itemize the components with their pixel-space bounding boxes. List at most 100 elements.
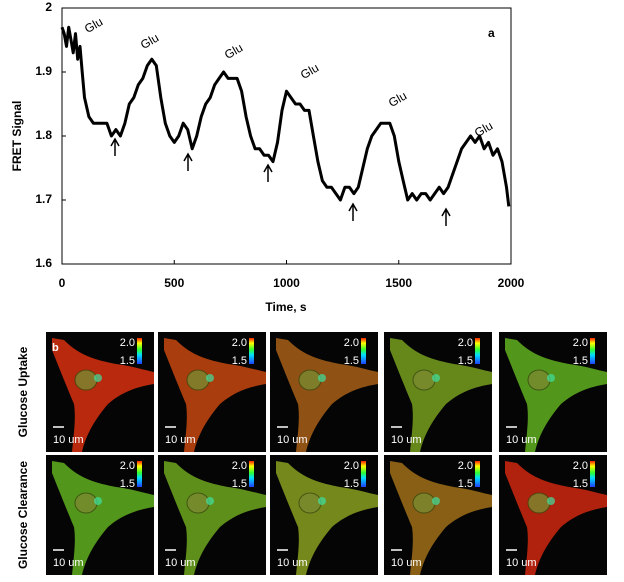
y-tick-label: 1.6 — [35, 256, 52, 270]
arrow — [441, 207, 451, 226]
line-layer: 1.6 1.7 1.8 1.9 2 0 500 1000 1500 2000 Glu Glu Glu Gl… — [35, 0, 524, 290]
cell-image: 2.0 1.5 10 um — [499, 332, 607, 452]
colorbar — [475, 461, 480, 487]
scale-min: 1.5 — [344, 355, 359, 367]
scale-bar-label: 10 um — [165, 557, 196, 569]
scale-bar-label: 10 um — [506, 434, 537, 446]
nucleus — [186, 492, 210, 514]
cell-image: 2.0 1.5 10 um b — [46, 332, 154, 452]
colorbar — [361, 461, 366, 487]
y-axis-label: FRET Signal — [10, 101, 24, 172]
cell — [276, 338, 378, 452]
scale-max: 2.0 — [232, 337, 247, 349]
cell — [164, 461, 266, 575]
colorbar — [475, 338, 480, 364]
nucleus — [74, 369, 98, 391]
row-label: Glucose Uptake — [16, 346, 30, 437]
nucleus — [527, 369, 551, 391]
spot — [318, 497, 326, 505]
annotation: Glu — [222, 41, 245, 62]
cell — [164, 338, 266, 452]
colorbar — [249, 461, 254, 487]
scale-max: 2.0 — [120, 337, 135, 349]
spot — [94, 374, 102, 382]
y-tick-label: 1.7 — [35, 192, 52, 206]
scale-min: 1.5 — [458, 478, 473, 490]
colorbar — [137, 461, 142, 487]
spot — [94, 497, 102, 505]
annotation: Glu — [472, 119, 495, 140]
cell-image: 2.0 1.5 10 um — [158, 332, 266, 452]
spot — [206, 374, 214, 382]
scale-bar-label: 10 um — [165, 434, 196, 446]
annotation: Glu — [82, 15, 105, 36]
x-tick-label: 2000 — [498, 276, 525, 290]
cell-image: 2.0 1.5 10 um — [384, 455, 492, 575]
cell-image: 2.0 1.5 10 um — [270, 332, 378, 452]
x-tick-label: 0 — [59, 276, 66, 290]
spot — [547, 497, 555, 505]
colorbar — [590, 461, 595, 487]
scale-max: 2.0 — [573, 460, 588, 472]
colorbar — [361, 338, 366, 364]
y-tick-label: 1.9 — [35, 64, 52, 78]
scale-max: 2.0 — [573, 337, 588, 349]
cell — [52, 338, 154, 452]
x-tick-label: 1000 — [273, 276, 300, 290]
cell — [52, 461, 154, 575]
scale-bar-label: 10 um — [391, 557, 422, 569]
scale-bar-label: 10 um — [391, 434, 422, 446]
x-axis-label: Time, s — [265, 300, 306, 314]
cell-image: 2.0 1.5 10 um — [46, 455, 154, 575]
spot — [206, 497, 214, 505]
spot — [318, 374, 326, 382]
scale-min: 1.5 — [120, 355, 135, 367]
scale-bar-label: 10 um — [277, 557, 308, 569]
annotation: Glu — [298, 61, 321, 82]
spot — [432, 497, 440, 505]
spot — [547, 374, 555, 382]
nucleus — [74, 492, 98, 514]
nucleus — [186, 369, 210, 391]
nucleus — [412, 369, 436, 391]
arrow — [348, 202, 358, 221]
annotation: Glu — [386, 89, 409, 110]
x-tick-label: 500 — [164, 276, 184, 290]
cell — [390, 461, 492, 575]
cell-image: 2.0 1.5 10 um — [499, 455, 607, 575]
scale-min: 1.5 — [232, 355, 247, 367]
scale-bar-label: 10 um — [53, 557, 84, 569]
plot-frame — [61, 7, 512, 265]
panel-label: a — [488, 26, 495, 40]
y-tick-label: 2 — [45, 0, 52, 14]
y-tick-label: 1.8 — [35, 128, 52, 142]
panel-label: b — [52, 342, 59, 354]
data-line — [60, 25, 511, 207]
scale-min: 1.5 — [458, 355, 473, 367]
scale-max: 2.0 — [120, 460, 135, 472]
scale-max: 2.0 — [344, 460, 359, 472]
nucleus — [298, 492, 322, 514]
cell-image: 2.0 1.5 10 um — [158, 455, 266, 575]
arrow — [263, 163, 273, 182]
nucleus — [298, 369, 322, 391]
cell — [276, 461, 378, 575]
colorbar — [590, 338, 595, 364]
arrow — [110, 137, 120, 156]
cell — [390, 338, 492, 452]
panel-b: Glucose Uptake 2.0 1.5 10 um b 2.0 1.5 10 um 2.0… — [16, 332, 607, 575]
colorbar — [249, 338, 254, 364]
arrows — [110, 137, 451, 226]
scale-min: 1.5 — [573, 355, 588, 367]
annotation: Glu — [138, 31, 161, 52]
cell-image: 2.0 1.5 10 um — [270, 455, 378, 575]
scale-max: 2.0 — [344, 337, 359, 349]
row-label: Glucose Clearance — [16, 461, 30, 569]
nucleus — [412, 492, 436, 514]
scale-min: 1.5 — [120, 478, 135, 490]
scale-bar-label: 10 um — [277, 434, 308, 446]
scale-max: 2.0 — [458, 460, 473, 472]
nucleus — [527, 492, 551, 514]
scale-min: 1.5 — [344, 478, 359, 490]
